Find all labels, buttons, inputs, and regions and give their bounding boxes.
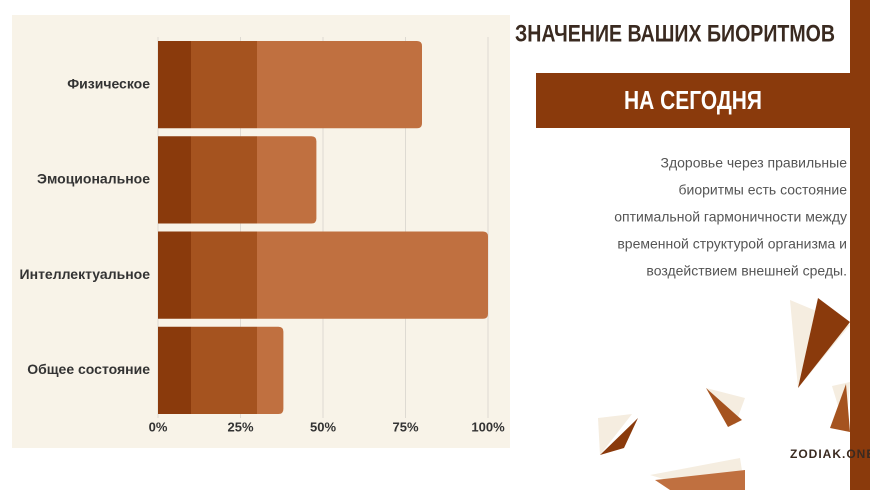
bar-segment [191, 136, 257, 224]
banner-text: НА СЕГОДНЯ [624, 85, 762, 115]
banner [536, 73, 850, 128]
bar-segment [257, 136, 317, 224]
bar-segment [158, 136, 191, 224]
description: Здоровье через правильные биоритмы есть с… [614, 155, 847, 279]
description-line: оптимальной гармоничности между [614, 209, 847, 225]
decor [830, 384, 850, 432]
y-tick-label: Эмоциональное [37, 171, 150, 187]
x-tick-label: 75% [392, 419, 418, 434]
bar-segment [191, 41, 257, 129]
description-line: воздействием внешней среды. [646, 263, 847, 279]
x-tick-label: 100% [471, 419, 505, 434]
description-line: Здоровье через правильные [661, 155, 848, 171]
decor [798, 298, 850, 388]
decor [600, 418, 638, 455]
bar-segment [158, 326, 191, 414]
description-line: биоритмы есть состояние [678, 182, 847, 198]
decor [706, 388, 742, 427]
bar-segment [257, 231, 488, 319]
x-tick-label: 50% [310, 419, 336, 434]
page-title: ЗНАЧЕНИЕ ВАШИХ БИОРИТМОВ [515, 20, 835, 47]
plot: 0% 25% 50% 75% 100% Физическое Эмоциональное Ин… [20, 37, 505, 434]
bar-segment [191, 326, 257, 414]
decor [598, 414, 632, 455]
brand: ZODIAK.ONE [790, 447, 870, 461]
bar-segment [257, 41, 422, 129]
bar-segment [191, 231, 257, 319]
bar-segment [257, 326, 284, 414]
decor [655, 470, 745, 490]
y-tick-label: Интеллектуальное [20, 266, 151, 282]
x-tick-label: 25% [227, 419, 253, 434]
side-stripe [850, 0, 870, 490]
bar-segment [158, 41, 191, 129]
bar-segment [158, 231, 191, 319]
y-tick-label: Физическое [67, 75, 150, 91]
description-line: временной структурой организма и [617, 236, 847, 252]
y-tick-label: Общее состояние [27, 361, 150, 377]
x-tick-label: 0% [149, 419, 168, 434]
